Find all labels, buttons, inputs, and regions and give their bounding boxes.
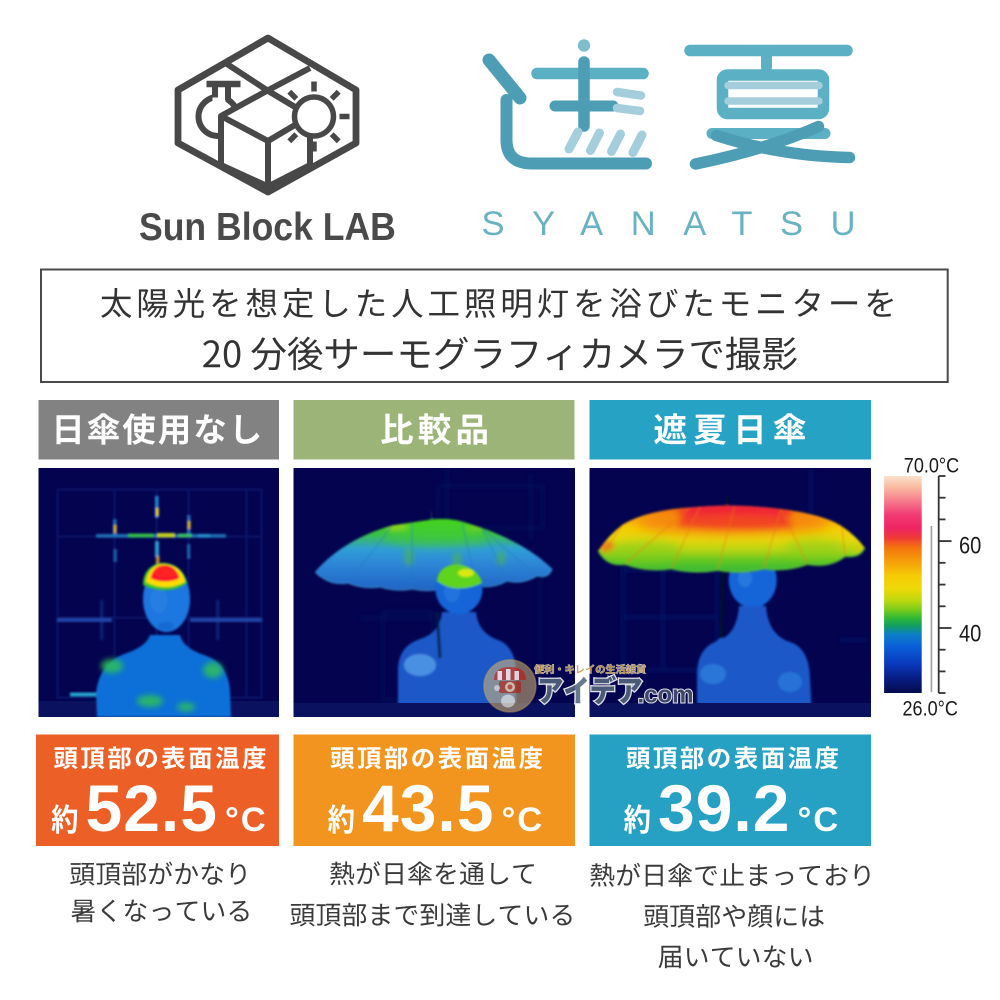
- svg-text:.com: .com: [638, 682, 694, 709]
- svg-text:70.0°C: 70.0°C: [904, 454, 959, 478]
- svg-text:°C: °C: [225, 801, 268, 839]
- svg-text:Sun Block LAB: Sun Block LAB: [139, 204, 396, 248]
- svg-text:39.2: 39.2: [658, 771, 790, 845]
- svg-text:60: 60: [959, 532, 981, 559]
- svg-text:40: 40: [959, 620, 981, 647]
- svg-text:52.5: 52.5: [86, 771, 218, 845]
- svg-text:°C: °C: [502, 801, 545, 839]
- svg-text:26.0°C: 26.0°C: [902, 697, 957, 721]
- svg-text:SYANATSU: SYANATSU: [482, 205, 884, 243]
- svg-text:43.5: 43.5: [362, 771, 494, 845]
- svg-text:°C: °C: [798, 801, 841, 839]
